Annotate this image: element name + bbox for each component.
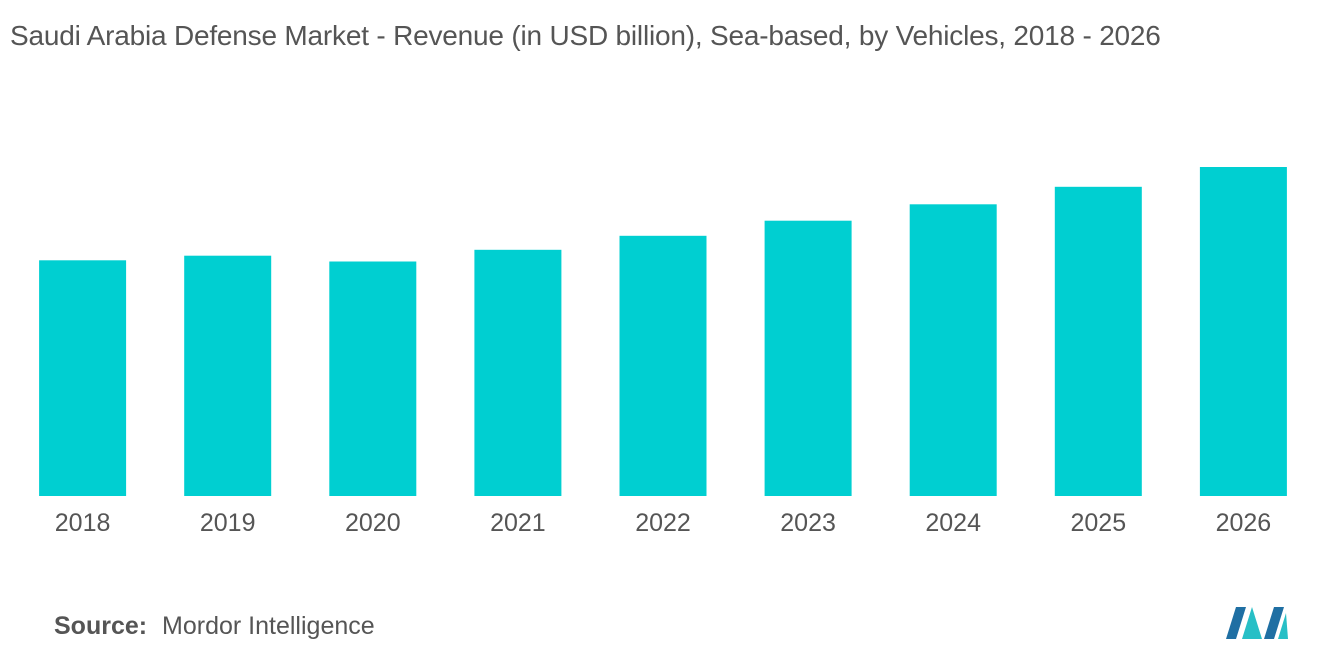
bar-2021 bbox=[474, 249, 562, 496]
mordor-intelligence-logo-icon bbox=[1226, 607, 1288, 639]
chart-title: Saudi Arabia Defense Market - Revenue (i… bbox=[10, 20, 1161, 51]
x-tick-label-2024: 2024 bbox=[925, 509, 981, 537]
x-tick-label-2020: 2020 bbox=[345, 509, 401, 537]
x-tick-label-2025: 2025 bbox=[1070, 509, 1126, 537]
x-tick-label-2019: 2019 bbox=[200, 509, 256, 537]
bar-2020 bbox=[329, 261, 417, 496]
x-tick-label-2023: 2023 bbox=[780, 509, 836, 537]
logo-shape-mid bbox=[1242, 607, 1262, 639]
bar-2023 bbox=[764, 220, 852, 496]
logo-shape-tail bbox=[1278, 613, 1288, 639]
bar-2024 bbox=[909, 204, 997, 497]
source-value: Mordor Intelligence bbox=[162, 612, 375, 640]
x-tick-label-2021: 2021 bbox=[490, 509, 546, 537]
x-tick-label-2022: 2022 bbox=[635, 509, 691, 537]
logo-shape-right bbox=[1264, 607, 1284, 639]
x-tick-label-2018: 2018 bbox=[55, 509, 111, 537]
logo-shape-left bbox=[1226, 607, 1246, 639]
source-label: Source: bbox=[54, 612, 148, 640]
x-tick-label-2026: 2026 bbox=[1216, 509, 1272, 537]
bar-2019 bbox=[184, 255, 272, 496]
bar-2025 bbox=[1054, 186, 1142, 497]
bar-2022 bbox=[619, 235, 707, 497]
source-note: Source: Mordor Intelligence bbox=[54, 612, 375, 641]
bar-2026 bbox=[1199, 167, 1287, 496]
bar-chart: 2018 2019 2020 2021 2022 2023 2024 2025 2026 bbox=[39, 167, 1287, 537]
bar-2018 bbox=[39, 260, 127, 496]
